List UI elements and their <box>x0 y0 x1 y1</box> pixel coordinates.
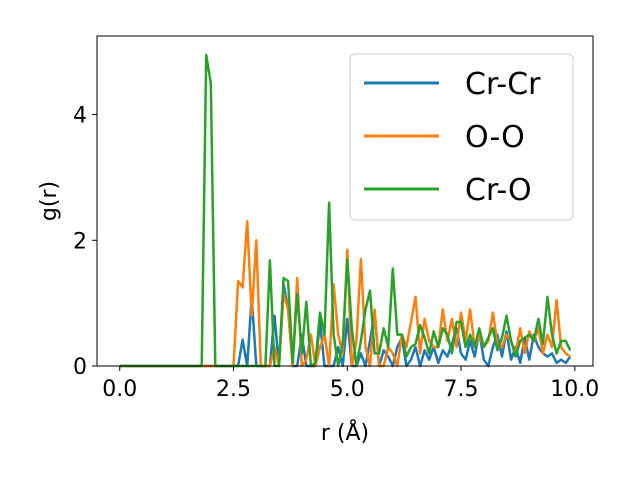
legend: Cr-Cr O-O Cr-O <box>349 53 574 221</box>
legend-label-cr-cr: Cr-Cr <box>465 67 541 102</box>
y-axis: 0 2 4 <box>73 104 97 380</box>
y-axis-label: g(r) <box>37 181 62 221</box>
x-tick-label: 10.0 <box>550 377 599 402</box>
legend-label-cr-o: Cr-O <box>465 173 532 208</box>
x-axis: 0.0 2.5 5.0 7.5 10.0 <box>102 366 599 402</box>
x-tick-label: 2.5 <box>216 377 251 402</box>
plot-frame <box>96 35 594 367</box>
legend-box <box>349 53 574 221</box>
y-tick-label: 4 <box>73 104 87 129</box>
x-tick-label: 7.5 <box>444 377 479 402</box>
x-axis-label: r (Å) <box>321 419 369 446</box>
x-tick-label: 5.0 <box>330 377 365 402</box>
y-tick-label: 0 <box>73 355 87 380</box>
y-tick-label: 2 <box>73 229 87 254</box>
legend-label-o-o: O-O <box>465 120 525 155</box>
x-tick-label: 0.0 <box>102 377 137 402</box>
